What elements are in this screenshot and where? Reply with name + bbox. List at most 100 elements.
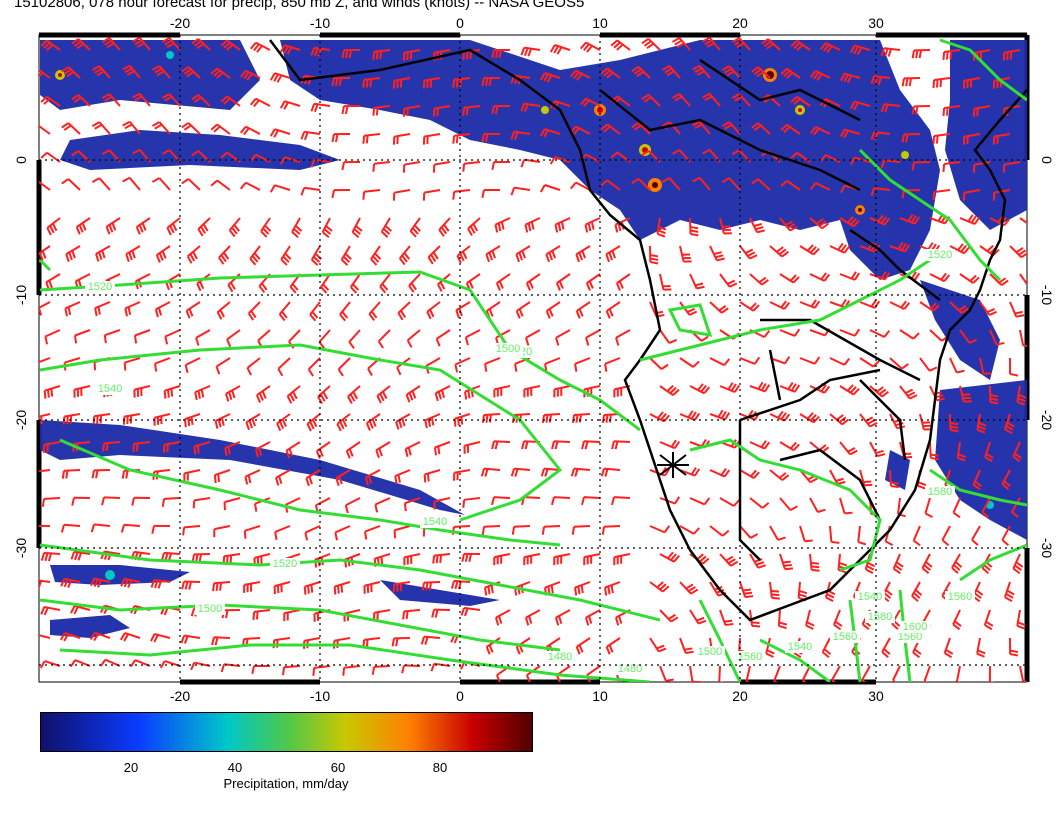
- wind-barb: [62, 413, 81, 425]
- wind-barb: [333, 581, 351, 595]
- wind-barb: [122, 64, 141, 79]
- wind-barb: [751, 66, 771, 79]
- wind-barb: [453, 413, 471, 427]
- contour-label: 1540: [98, 383, 122, 395]
- wind-barb: [679, 467, 701, 477]
- wind-barb: [210, 67, 231, 79]
- wind-barb: [679, 245, 692, 263]
- wind-barb: [880, 103, 901, 113]
- wind-barb: [983, 609, 994, 631]
- wind-barb: [799, 412, 820, 424]
- wind-barb: [91, 469, 111, 479]
- wind-barb: [765, 637, 775, 658]
- wind-barb: [649, 637, 667, 653]
- wind-barb: [511, 525, 531, 535]
- wind-barb: [365, 413, 381, 431]
- wind-barb: [840, 128, 861, 139]
- wind-barb: [70, 604, 91, 615]
- wind-barb: [692, 176, 711, 191]
- wind-barb: [949, 413, 959, 433]
- wind-barb: [839, 216, 860, 228]
- wind-barb: [279, 44, 301, 55]
- wind-barb: [719, 609, 734, 627]
- wind-barb: [949, 243, 971, 255]
- wind-barb: [659, 384, 680, 396]
- wind-barb: [135, 217, 151, 235]
- wind-barb: [212, 581, 231, 592]
- wind-barb: [870, 187, 891, 197]
- wind-barb: [305, 469, 321, 487]
- wind-barb: [362, 133, 381, 144]
- wind-barb: [1016, 609, 1026, 630]
- wind-barb: [65, 245, 81, 263]
- wind-barb: [539, 128, 561, 138]
- wind-barb: [659, 665, 674, 682]
- wind-barb: [344, 497, 361, 514]
- wind-barb: [921, 553, 933, 575]
- wind-barb: [249, 41, 271, 53]
- wind-barb: [438, 217, 451, 237]
- wind-barb: [239, 181, 261, 191]
- wind-barb: [278, 301, 291, 322]
- contour-label: 1480: [548, 651, 572, 663]
- wind-barb: [545, 301, 561, 319]
- wind-barb: [839, 441, 858, 456]
- wind-barb: [769, 581, 780, 600]
- wind-barb: [979, 301, 997, 316]
- wind-barb: [243, 525, 261, 539]
- wind-barb: [659, 609, 679, 623]
- wind-barb: [911, 161, 931, 171]
- wind-barb: [462, 105, 481, 116]
- wind-barb: [551, 440, 571, 450]
- wind-barb: [749, 609, 761, 628]
- wind-barb: [555, 329, 571, 346]
- wind-barb: [304, 525, 321, 541]
- wind-barb: [224, 441, 241, 457]
- wind-barb: [60, 523, 81, 533]
- wind-barb: [422, 133, 441, 145]
- wind-barb: [829, 242, 851, 254]
- latitude-tick-label: -10: [1039, 285, 1055, 305]
- wind-barb: [912, 525, 921, 547]
- longitude-tick-label: 10: [592, 15, 608, 31]
- wind-barb: [679, 581, 699, 595]
- wind-barb: [941, 525, 951, 547]
- wind-barb: [679, 410, 701, 422]
- wind-barb: [840, 72, 861, 84]
- wind-barb: [71, 94, 91, 107]
- wind-barb: [892, 553, 904, 575]
- wind-barb: [571, 525, 591, 535]
- wind-barb: [551, 496, 571, 506]
- wind-barb: [613, 553, 631, 566]
- wind-barb: [291, 217, 303, 238]
- wind-barb: [539, 72, 561, 83]
- wind-barb: [103, 329, 121, 344]
- wind-barb: [456, 245, 471, 264]
- latitude-tick-label: -30: [13, 538, 29, 558]
- wind-barb: [769, 525, 786, 541]
- wind-barb: [452, 77, 471, 88]
- wind-barb: [119, 632, 141, 642]
- wind-barb: [331, 133, 351, 143]
- wind-barb: [283, 609, 301, 622]
- wind-barb: [709, 409, 731, 421]
- wind-barb: [493, 553, 511, 566]
- wind-barb: [569, 69, 591, 81]
- wind-barb: [869, 329, 891, 338]
- wind-barb: [133, 385, 151, 398]
- wind-barb: [432, 553, 451, 564]
- wind-barb: [929, 441, 939, 461]
- wind-barb: [39, 469, 51, 473]
- wind-barb: [269, 72, 291, 83]
- wind-barb: [869, 385, 890, 398]
- wind-barb: [600, 467, 621, 477]
- wind-barb: [286, 385, 301, 404]
- wind-barb: [739, 525, 759, 539]
- wind-barb: [252, 609, 271, 620]
- wind-barb: [1019, 273, 1027, 286]
- wind-barb: [249, 97, 271, 108]
- wind-barb: [375, 441, 391, 459]
- wind-barb: [467, 217, 481, 237]
- wind-barb: [392, 581, 411, 593]
